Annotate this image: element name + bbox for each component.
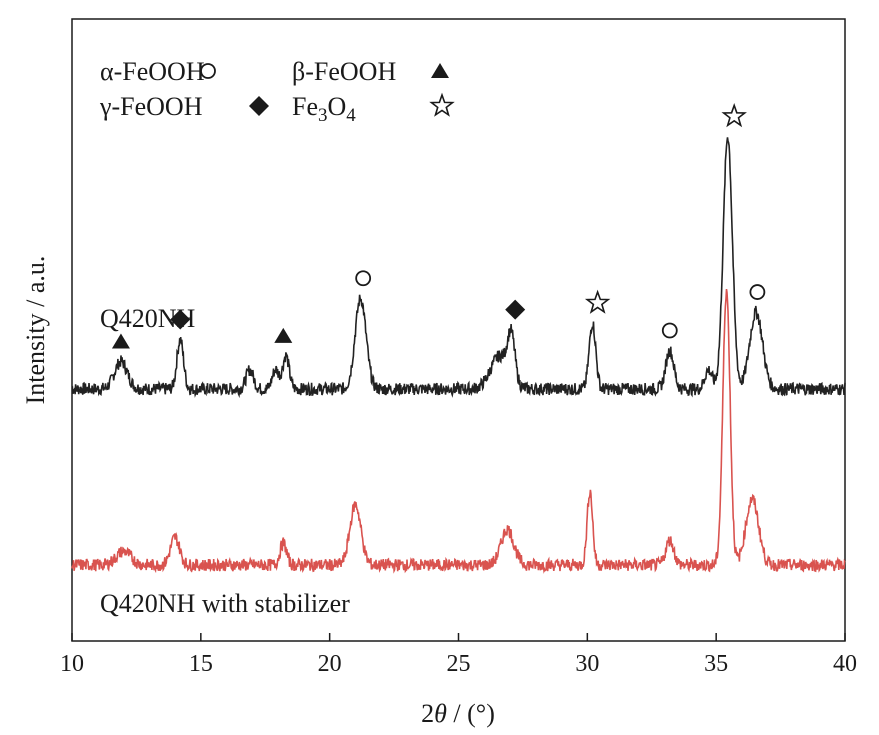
star-marker <box>721 102 747 128</box>
diamond-marker <box>505 299 526 320</box>
legend: α-FeOOH β-FeOOH γ-FeOOH Fe3O4 <box>99 57 455 126</box>
x-tick-label: 15 <box>189 651 213 677</box>
legend-circle-icon <box>200 63 216 79</box>
legend-label-1: β-FeOOH <box>292 57 396 86</box>
triangle-marker <box>111 333 130 349</box>
legend-label-2: γ-FeOOH <box>99 92 203 121</box>
diamond-marker <box>170 309 191 330</box>
x-axis-ticks: 10 15 20 25 30 35 40 <box>60 633 857 677</box>
circle-marker <box>355 270 372 287</box>
series-label-0: Q420NH <box>100 304 196 333</box>
series-line-0 <box>71 137 846 399</box>
legend-triangle-icon <box>431 63 449 78</box>
legend-label-0: α-FeOOH <box>100 57 205 86</box>
triangle-marker <box>274 327 293 343</box>
circle-marker <box>661 322 678 339</box>
legend-star-icon <box>429 92 455 117</box>
circle-marker <box>749 284 766 300</box>
series-layer <box>71 137 846 574</box>
series-label-1: Q420NH with stabilizer <box>100 589 350 618</box>
y-axis-title: Intensity / a.u. <box>21 256 50 405</box>
series-line-1 <box>71 288 846 574</box>
star-marker <box>584 289 611 314</box>
legend-label-3: Fe3O4 <box>292 92 356 126</box>
x-tick-label: 35 <box>704 651 728 677</box>
phase-markers <box>111 102 766 349</box>
x-tick-label: 25 <box>447 651 471 677</box>
legend-diamond-icon <box>249 96 269 116</box>
x-tick-label: 20 <box>318 651 342 677</box>
x-tick-label: 10 <box>60 651 84 677</box>
x-axis-title: 2θ / (°) <box>421 699 495 728</box>
x-tick-label: 40 <box>833 651 857 677</box>
x-tick-label: 30 <box>575 651 599 677</box>
